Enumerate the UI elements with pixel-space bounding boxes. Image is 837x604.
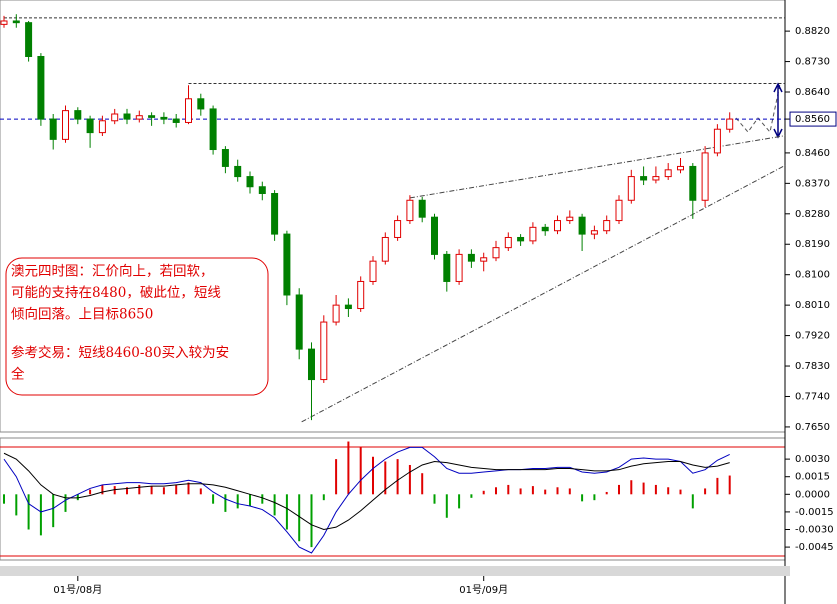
candle-body bbox=[431, 216, 438, 255]
annotation-text: 可能的支持在8480，破此位，短线 bbox=[11, 285, 221, 301]
candle-body bbox=[590, 230, 598, 235]
y-tick-label: -0.0030 bbox=[795, 525, 834, 536]
y-tick-label: 0.7740 bbox=[795, 391, 830, 402]
candle-body bbox=[0, 20, 8, 25]
y-tick-label: 0.8190 bbox=[795, 239, 830, 250]
candle-body bbox=[554, 220, 561, 232]
candle-body bbox=[98, 120, 106, 134]
candle-body bbox=[369, 260, 377, 282]
y-tick-label: 0.0000 bbox=[795, 489, 830, 500]
annotation-text: 倾向回落。上目标8650 bbox=[11, 307, 153, 323]
candle-body bbox=[271, 193, 279, 235]
candle-body bbox=[443, 253, 451, 282]
x-tick-label: 01号/09月 bbox=[459, 584, 508, 596]
y-tick-label: 0.8100 bbox=[795, 270, 830, 281]
candle-body bbox=[221, 149, 229, 167]
candle-body bbox=[480, 257, 488, 262]
candle-body bbox=[701, 152, 709, 201]
candle-body bbox=[332, 304, 340, 323]
y-tick-label: 0.7830 bbox=[795, 361, 830, 372]
candle-body bbox=[541, 226, 549, 232]
trendline bbox=[301, 164, 786, 423]
candle-body bbox=[664, 169, 672, 178]
candle-body bbox=[37, 55, 45, 120]
macd-line bbox=[3, 452, 730, 531]
candle-body bbox=[418, 199, 426, 218]
candle-body bbox=[344, 304, 352, 310]
candle-body bbox=[62, 110, 69, 140]
candle-body bbox=[148, 115, 156, 118]
candle-body bbox=[25, 22, 33, 57]
candle-body bbox=[123, 113, 131, 120]
candle-body bbox=[135, 115, 143, 120]
candle-body bbox=[603, 220, 611, 232]
y-tick-label: 0.7920 bbox=[795, 331, 830, 342]
y-tick-label: 0.8640 bbox=[795, 87, 830, 98]
candle-body bbox=[283, 233, 291, 296]
candle-body bbox=[517, 236, 525, 242]
candle-body bbox=[185, 98, 192, 123]
candle-body bbox=[381, 236, 389, 262]
candle-body bbox=[467, 253, 475, 262]
candle-body bbox=[49, 118, 57, 140]
candle-body bbox=[640, 176, 648, 181]
y-tick-label: 0.0030 bbox=[795, 454, 830, 465]
candle-body bbox=[689, 165, 697, 201]
candle-body bbox=[726, 118, 734, 130]
candle-body bbox=[172, 118, 180, 123]
scrollbar bbox=[0, 566, 790, 576]
y-tick-label: 0.8730 bbox=[795, 57, 830, 68]
candle-body bbox=[74, 110, 82, 120]
candle-body bbox=[234, 165, 242, 178]
y-tick-label: 0.8820 bbox=[795, 26, 830, 37]
trendline bbox=[409, 135, 786, 199]
candle-body bbox=[209, 108, 217, 151]
candle-body bbox=[197, 98, 205, 110]
candle-body bbox=[652, 176, 660, 181]
candle-body bbox=[566, 216, 574, 222]
candle-body bbox=[394, 220, 402, 238]
candle-body bbox=[258, 186, 266, 195]
annotation-text: 全 bbox=[11, 366, 25, 383]
annotation-text: 澳元四时图：汇价向上，若回软， bbox=[11, 264, 214, 280]
y-tick-label: 0.8560 bbox=[795, 114, 830, 125]
candle-body bbox=[357, 280, 365, 310]
candle-body bbox=[12, 20, 20, 24]
macd-line bbox=[3, 446, 730, 554]
y-tick-label: -0.0045 bbox=[795, 542, 834, 553]
x-tick-label: 01号/08月 bbox=[53, 584, 102, 596]
candle-body bbox=[295, 294, 303, 350]
candle-body bbox=[677, 165, 684, 171]
annotation-text: 参考交易：短线8460-80买入较为安 bbox=[11, 344, 229, 361]
y-tick-label: 0.8010 bbox=[795, 300, 830, 311]
candle-body bbox=[713, 128, 721, 154]
last-price-box bbox=[789, 111, 837, 127]
candle-body bbox=[455, 253, 463, 282]
annotation-box bbox=[5, 257, 269, 396]
y-tick-label: 0.8370 bbox=[795, 178, 830, 189]
candle-body bbox=[160, 116, 168, 120]
y-tick-label: 0.8280 bbox=[795, 209, 830, 220]
candle-body bbox=[578, 216, 586, 235]
candle-body bbox=[86, 118, 94, 134]
candle-body bbox=[406, 199, 414, 222]
candle-body bbox=[627, 176, 635, 201]
candle-body bbox=[246, 176, 254, 188]
candle-body bbox=[529, 226, 537, 242]
y-tick-label: -0.0015 bbox=[795, 507, 834, 518]
candle-body bbox=[320, 321, 328, 381]
y-tick-label: 0.8460 bbox=[795, 148, 830, 159]
candle-body bbox=[504, 236, 512, 249]
candle-body bbox=[111, 113, 119, 122]
candle-body bbox=[308, 348, 315, 381]
projection bbox=[735, 83, 781, 134]
y-tick-label: 0.7650 bbox=[795, 422, 830, 433]
candle-body bbox=[615, 199, 623, 222]
y-tick-label: 0.0015 bbox=[795, 472, 830, 483]
candle-body bbox=[492, 247, 500, 259]
